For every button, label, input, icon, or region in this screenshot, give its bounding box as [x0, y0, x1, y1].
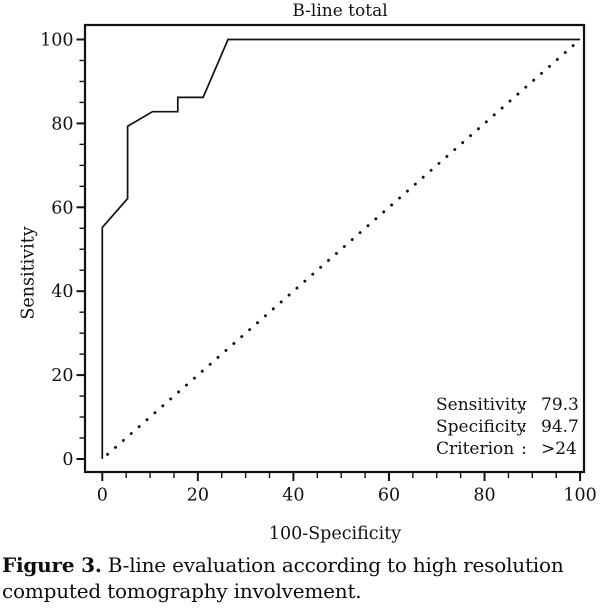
chart-series [100, 38, 582, 461]
y-tick-label: 40 [51, 282, 73, 302]
roc-curve-line [101, 38, 581, 459]
y-tick-label: 60 [51, 198, 73, 218]
x-tick-label: 60 [378, 486, 400, 506]
x-tick-label: 40 [282, 486, 304, 506]
annotation-colon: : [521, 439, 527, 459]
roc-chart: B-line total 0 20 40 60 80 100 0 20 40 60 80 100 10… [19, 1, 597, 544]
y-tick-label: 20 [51, 366, 73, 386]
annotation-colon: : [521, 417, 527, 437]
annotation-value: 79.3 [541, 395, 579, 415]
figure-caption: Figure 3. B-line evaluation according to… [2, 552, 599, 604]
annotation-colon: : [521, 395, 527, 415]
annotation-label: Sensitivity [436, 395, 527, 415]
x-tick-label: 100 [563, 486, 596, 506]
axis-tick-labels: 0 20 40 60 80 100 0 20 40 60 80 100 [40, 31, 597, 506]
annotation-label: Specificity [436, 417, 527, 437]
y-tick-label: 0 [62, 450, 73, 470]
axis-ticks [76, 38, 582, 481]
figure-caption-text: B-line evaluation according to high reso… [2, 553, 564, 603]
plot-frame [83, 23, 586, 474]
roc-chart-svg: B-line total 0 20 40 60 80 100 0 20 40 60 80 100 10… [19, 1, 597, 544]
x-tick-label: 80 [473, 486, 495, 506]
annotation-label: Criterion [436, 439, 514, 459]
stats-annotation: Sensitivity : 79.3 Specificity : 94.7 Cr… [436, 395, 579, 459]
x-axis-label: 100-Specificity [269, 524, 401, 544]
y-tick-label: 80 [51, 114, 73, 134]
annotation-value: 94.7 [541, 417, 579, 437]
y-tick-label: 100 [40, 31, 73, 51]
annotation-value: >24 [541, 439, 577, 459]
y-axis-label: Sensitivity [19, 226, 39, 319]
x-tick-label: 0 [97, 486, 108, 506]
chart-title: B-line total [292, 1, 387, 21]
figure-caption-label: Figure 3. [2, 553, 102, 577]
x-tick-label: 20 [187, 486, 209, 506]
